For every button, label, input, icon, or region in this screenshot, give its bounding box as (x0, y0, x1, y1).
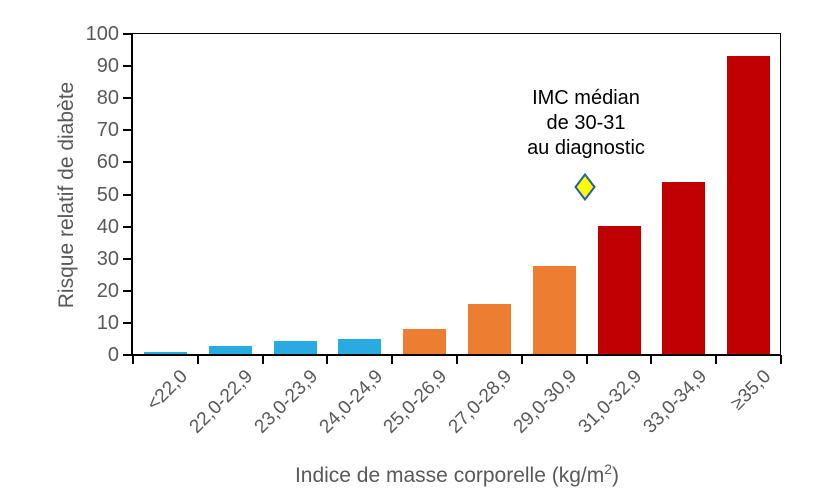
plot-area (131, 33, 781, 356)
x-tick-mark (132, 355, 134, 364)
y-tick-mark (123, 33, 132, 35)
annotation-text: IMC médian de 30-31 au diagnostic (456, 86, 716, 161)
y-tick-label: 40 (96, 215, 119, 238)
median-bmi-diamond-marker (574, 173, 596, 201)
x-tick-mark (326, 355, 329, 364)
x-tick-mark (780, 355, 782, 364)
y-tick-label: 0 (107, 344, 119, 366)
bar-≥35,0 (727, 55, 771, 355)
y-tick-mark (123, 257, 132, 260)
y-tick-label: 90 (96, 55, 119, 78)
x-tick-mark (585, 355, 588, 364)
y-tick-label: 100 (85, 23, 119, 45)
annotation-line: de 30-31 (546, 112, 626, 134)
x-tick-label: 31,0-32,9 (574, 366, 646, 438)
bar-22,0-22,9 (208, 345, 252, 355)
x-tick-mark (520, 355, 523, 364)
y-tick-label: 30 (96, 247, 119, 270)
x-tick-label: ≥35,0 (727, 366, 776, 415)
annotation-line: au diagnostic (527, 137, 645, 159)
y-tick-mark (123, 129, 132, 132)
y-tick-label: 70 (96, 119, 119, 142)
y-tick-mark (123, 354, 132, 356)
x-tick-mark (196, 355, 199, 364)
bar-23,0-23,9 (273, 341, 317, 355)
annotation-line: IMC médian (532, 87, 640, 109)
bar-33,0-34,9 (662, 181, 706, 355)
y-tick-label: 20 (96, 279, 119, 302)
x-tick-label: 23,0-23,9 (250, 366, 322, 438)
bar-27,0-28,9 (467, 304, 511, 355)
y-tick-mark (123, 289, 132, 292)
x-tick-label: 22,0-22,9 (185, 366, 258, 438)
y-tick-mark (123, 193, 132, 196)
bar-25,0-26,9 (403, 328, 447, 355)
x-tick-mark (456, 355, 458, 364)
y-tick-mark (123, 321, 132, 324)
y-tick-label: 10 (96, 311, 119, 334)
bar-24,0-24,9 (338, 338, 382, 355)
x-tick-mark (650, 355, 653, 364)
bar-29,0-30,9 (532, 266, 576, 355)
x-tick-mark (261, 355, 264, 364)
y-axis-title: Risque relatif de diabète (55, 81, 78, 309)
y-tick-mark (123, 161, 132, 164)
x-tick-label: <22,0 (143, 366, 193, 415)
x-axis-title-text: Indice de masse corporelle (kg/m (294, 464, 605, 487)
x-tick-label: 33,0-34,9 (639, 366, 711, 438)
x-tick-label: 24,0-24,9 (315, 366, 387, 438)
bar-31,0-32,9 (597, 225, 641, 355)
x-tick-mark (391, 355, 394, 364)
y-tick-mark (123, 97, 132, 100)
x-tick-label: 29,0-30,9 (509, 366, 582, 438)
x-axis-title-suffix: ) (612, 464, 620, 487)
x-axis-title: Indice de masse corporelle (kg/m2) (133, 461, 781, 488)
y-tick-mark (123, 65, 132, 68)
y-tick-label: 80 (96, 87, 119, 110)
x-tick-label: 27,0-28,9 (444, 366, 517, 438)
x-tick-mark (715, 355, 718, 364)
y-tick-label: 60 (96, 151, 119, 174)
x-axis-title-superscript: 2 (604, 461, 613, 477)
x-tick-label: 25,0-26,9 (379, 366, 452, 438)
y-tick-mark (123, 225, 132, 228)
y-tick-label: 50 (96, 183, 119, 206)
bar-<22,0 (143, 351, 187, 355)
